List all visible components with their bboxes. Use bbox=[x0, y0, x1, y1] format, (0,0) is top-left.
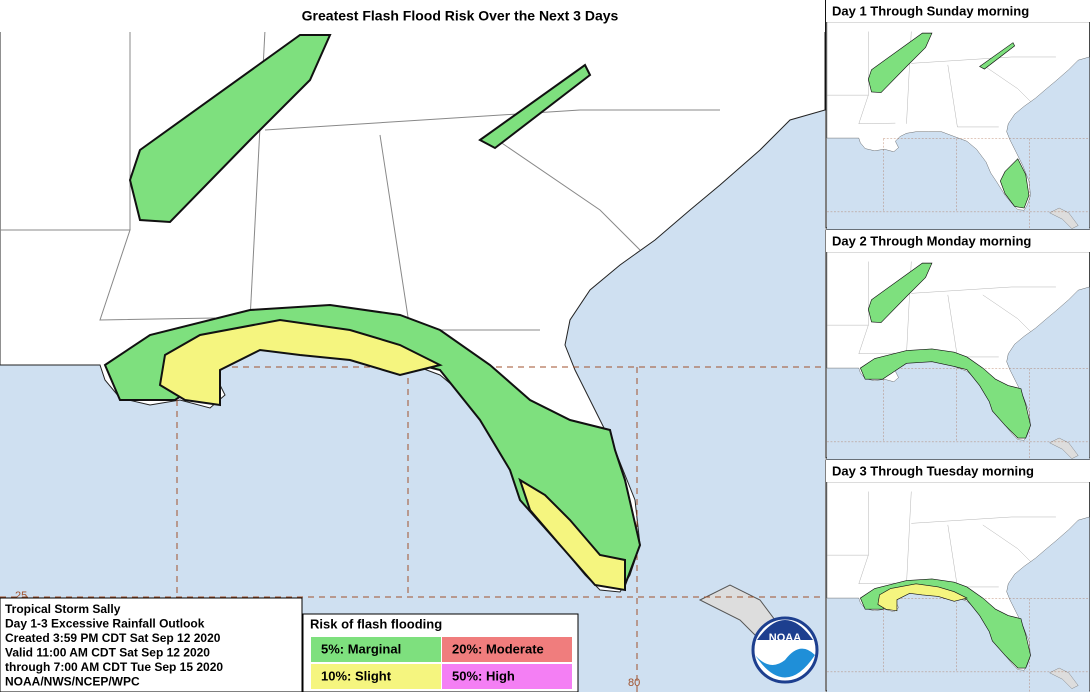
inset-2: Day 2 Through Monday morning bbox=[825, 229, 1090, 473]
legend-label: 5%: Marginal bbox=[321, 641, 401, 656]
lon-label: 80 bbox=[628, 677, 640, 689]
noaa-logo: NOAA bbox=[751, 616, 819, 684]
legend-swatch bbox=[442, 637, 572, 662]
info-line: Day 1-3 Excessive Rainfall Outlook bbox=[5, 617, 205, 631]
inset-3: Day 3 Through Tuesday morning bbox=[825, 459, 1090, 697]
main-map: Greatest Flash Flood Risk Over the Next … bbox=[0, 0, 826, 693]
panel-label: Day 1 Through Sunday morning bbox=[832, 3, 1029, 18]
info-line: NOAA/NWS/NCEP/WPC bbox=[5, 675, 140, 689]
panel-label: Day 2 Through Monday morning bbox=[832, 233, 1031, 248]
legend-swatch bbox=[442, 664, 572, 689]
inset-1: Day 1 Through Sunday morning bbox=[825, 0, 1090, 243]
legend-label: 20%: Moderate bbox=[452, 641, 544, 656]
legend-swatch bbox=[311, 664, 441, 689]
info-line: through 7:00 AM CDT Tue Sep 15 2020 bbox=[5, 660, 223, 674]
info-line: Valid 11:00 AM CDT Sat Sep 12 2020 bbox=[5, 646, 210, 660]
legend: Risk of flash flooding 5%: Marginal 20%: … bbox=[302, 613, 579, 693]
info-line: Created 3:59 PM CDT Sat Sep 12 2020 bbox=[5, 631, 221, 645]
legend-label: 50%: High bbox=[452, 668, 515, 683]
info-line: Tropical Storm Sally bbox=[5, 602, 121, 616]
legend-title: Risk of flash flooding bbox=[310, 616, 442, 631]
legend-swatch bbox=[311, 637, 441, 662]
title: Greatest Flash Flood Risk Over the Next … bbox=[302, 8, 619, 24]
legend-label: 10%: Slight bbox=[321, 668, 392, 683]
logo-text: NOAA bbox=[769, 632, 801, 644]
panel-label: Day 3 Through Tuesday morning bbox=[832, 463, 1034, 478]
